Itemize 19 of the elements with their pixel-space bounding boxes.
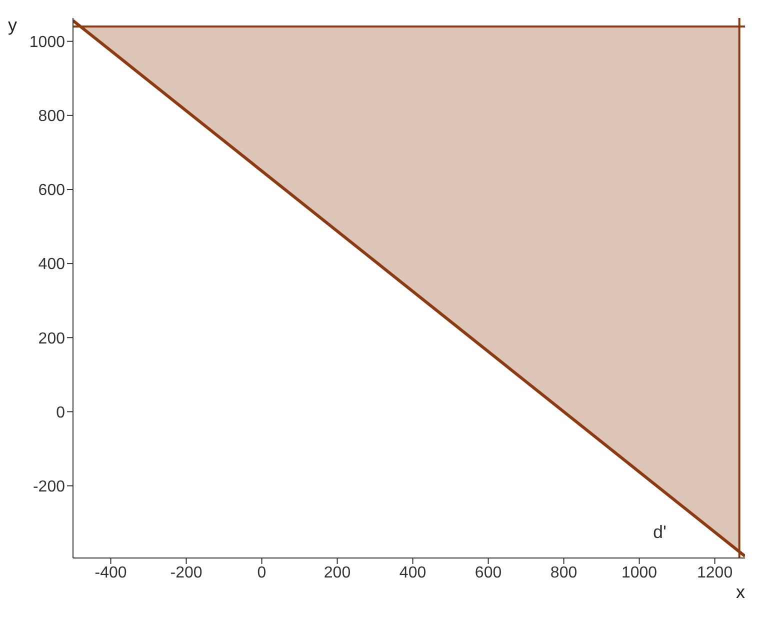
y-tick-label: 1000 [29,34,66,52]
x-tick-label: -200 [170,564,202,582]
x-tick-label: 1200 [697,564,733,582]
annotation: d' [653,522,666,542]
y-tick-label: 200 [38,330,66,348]
x-tick-label: 1000 [621,564,658,582]
x-tick-label: -400 [94,564,127,582]
x-tick-label: 0 [257,564,266,582]
x-tick-label: 800 [550,564,578,582]
y-tick-label: -200 [32,478,66,496]
y-tick-label: 800 [38,108,66,126]
y-tick-label: 400 [38,256,66,274]
x-tick-label: 400 [399,564,426,582]
y-tick-label: 0 [56,404,66,422]
y-axis-title: y [8,14,17,35]
x-tick-label: 600 [474,564,502,582]
x-tick-label: 200 [324,564,351,582]
y-tick-label: 600 [38,182,66,200]
x-axis-title: x [736,582,745,602]
